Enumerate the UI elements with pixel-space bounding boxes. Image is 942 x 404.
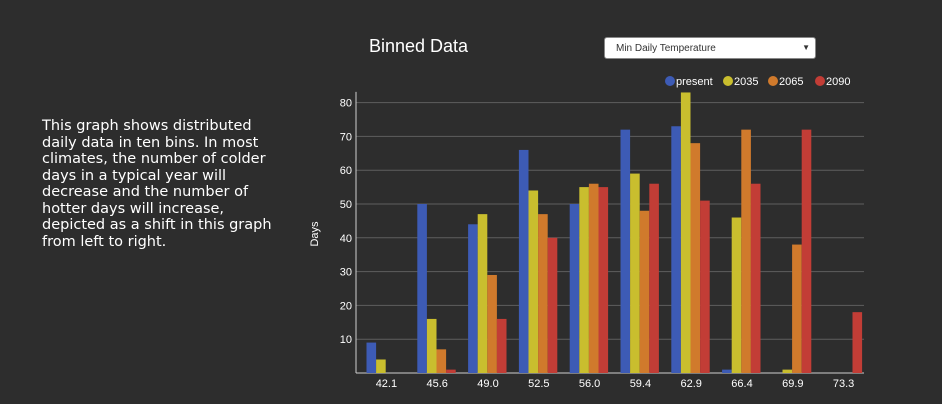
bar-present-62.9 (671, 126, 681, 373)
bar-2035-62.9 (680, 92, 691, 374)
y-tick-label: 10 (340, 334, 352, 346)
bar-2035-56.0 (579, 187, 589, 373)
bar-present-42.1 (366, 342, 377, 373)
x-tick-label: 69.9 (782, 378, 803, 390)
y-tick-label: 20 (340, 300, 352, 312)
bar-2090-73.3 (852, 312, 863, 373)
legend: present 2035 2065 2090 (665, 76, 850, 88)
x-tick-label: 56.0 (579, 378, 600, 390)
bar-present-56.0 (569, 204, 580, 373)
bar-present-66.4 (722, 369, 732, 373)
y-tick-label: 70 (340, 131, 352, 143)
bars (366, 92, 863, 374)
x-tick-label: 45.6 (426, 378, 447, 390)
bar-present-52.5 (518, 149, 529, 373)
bar-present-59.4 (620, 129, 631, 373)
y-tick-label: 40 (340, 233, 352, 245)
x-tick-label: 66.4 (731, 378, 752, 390)
bar-2090-59.4 (649, 183, 659, 373)
variable-select-value: Min Daily Temperature (616, 43, 716, 54)
tick-labels: 10 20 30 40 50 60 70 80 42.1 45.6 49.0 52.5 56.0 59.4… (340, 98, 855, 390)
legend-label-2035: 2035 (734, 76, 758, 88)
bar-2065-62.9 (690, 143, 701, 373)
bar-2035-69.9 (782, 369, 793, 373)
y-tick-label: 30 (340, 267, 352, 279)
legend-swatch-2065 (768, 76, 778, 86)
bar-2065-56.0 (588, 183, 599, 373)
bar-2035-42.1 (376, 359, 386, 373)
description-text: This graph shows distributed daily data … (42, 118, 272, 250)
x-tick-label: 49.0 (477, 378, 498, 390)
bar-2090-52.5 (547, 237, 558, 373)
bar-2065-52.5 (538, 214, 548, 373)
legend-swatch-2035 (723, 76, 733, 86)
legend-item-2035: 2035 (723, 76, 758, 88)
variable-select[interactable]: Min Daily Temperature ▼ (604, 37, 816, 59)
x-tick-label: 59.4 (630, 378, 651, 390)
bar-2065-66.4 (741, 129, 751, 373)
bar-present-45.6 (417, 204, 427, 373)
bar-2090-56.0 (598, 187, 609, 373)
bar-2065-69.9 (792, 244, 802, 373)
x-tick-label: 42.1 (376, 378, 397, 390)
legend-item-present: present (665, 76, 713, 88)
legend-swatch-present (665, 76, 675, 86)
y-tick-label: 60 (340, 165, 352, 177)
legend-item-2065: 2065 (768, 76, 803, 88)
x-tick-label: 62.9 (680, 378, 701, 390)
x-tick-label: 52.5 (528, 378, 549, 390)
bar-2035-66.4 (731, 217, 742, 373)
bar-2065-49.0 (487, 274, 497, 373)
legend-label-2065: 2065 (779, 76, 803, 88)
chevron-down-icon: ▼ (802, 43, 810, 52)
y-axis-label: Days (309, 221, 321, 247)
bar-2065-59.4 (639, 210, 650, 373)
chart-title: Binned Data (369, 36, 469, 56)
legend-swatch-2090 (815, 76, 825, 86)
bar-present-49.0 (468, 224, 478, 373)
bar-2090-66.4 (750, 183, 761, 373)
legend-label-present: present (676, 76, 713, 88)
y-tick-label: 80 (340, 98, 352, 110)
legend-item-2090: 2090 (815, 76, 850, 88)
x-tick-label: 73.3 (833, 378, 854, 390)
y-tick-label: 50 (340, 199, 352, 211)
bar-2090-45.6 (446, 369, 456, 373)
bar-2065-45.6 (436, 349, 447, 373)
legend-label-2090: 2090 (826, 76, 850, 88)
gridlines (356, 102, 864, 340)
bar-2090-69.9 (801, 129, 812, 373)
bar-2035-49.0 (477, 214, 488, 373)
bar-2035-45.6 (426, 318, 437, 373)
bar-2035-59.4 (630, 173, 640, 373)
bar-2090-62.9 (700, 200, 710, 373)
bar-2090-49.0 (496, 318, 507, 373)
bar-2035-52.5 (528, 190, 539, 373)
